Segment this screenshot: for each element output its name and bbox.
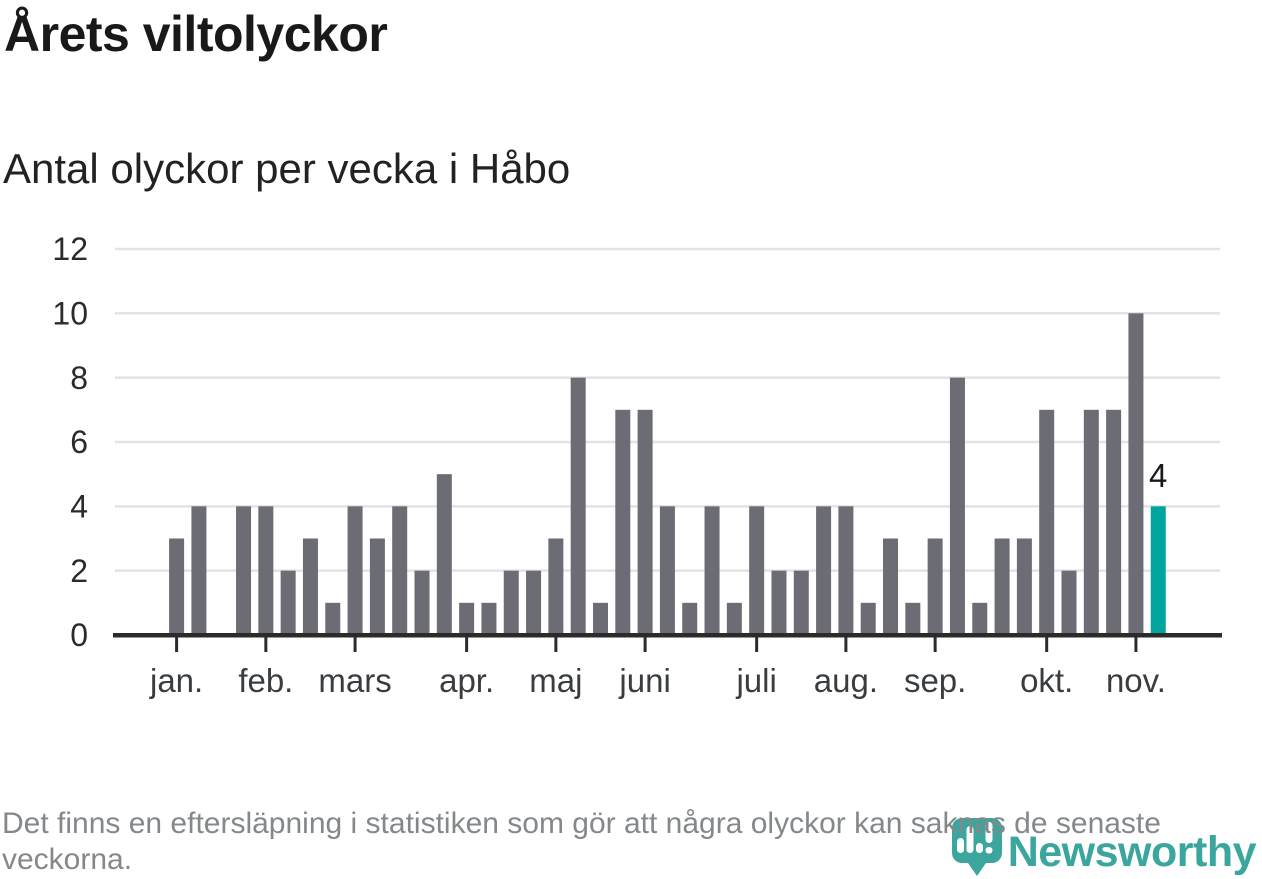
logo-exclamation-dot <box>985 847 993 854</box>
bar <box>883 538 899 635</box>
y-tick-label: 8 <box>70 360 88 396</box>
bar <box>704 506 720 635</box>
bar <box>1016 538 1032 635</box>
chart-subtitle: Antal olyckor per vecka i Håbo <box>3 145 571 192</box>
bar <box>793 570 809 635</box>
bar <box>481 602 497 635</box>
bar <box>592 602 608 635</box>
month-label: jan. <box>149 662 203 699</box>
month-label: apr. <box>439 662 494 699</box>
bar <box>570 377 586 635</box>
logo-exclamation-bar <box>985 822 993 843</box>
month-label: sep. <box>904 662 966 699</box>
bar <box>258 506 274 635</box>
bar <box>1128 313 1144 635</box>
y-tick-label: 10 <box>52 296 88 332</box>
month-label: mars <box>318 662 391 699</box>
bar <box>726 602 742 635</box>
month-label: feb. <box>238 662 293 699</box>
month-label: juli <box>735 662 776 699</box>
bar <box>637 409 653 635</box>
y-tick-label: 2 <box>70 553 88 589</box>
bar <box>1106 409 1122 635</box>
newsworthy-pin-barchart-icon <box>952 818 1002 876</box>
y-tick-label: 0 <box>70 617 88 653</box>
bar <box>860 602 876 635</box>
bar <box>503 570 519 635</box>
bar <box>548 538 564 635</box>
bar <box>994 538 1010 635</box>
bar <box>659 506 675 635</box>
bar <box>1039 409 1055 635</box>
footer-note: Det finns en eftersläpning i statistiken… <box>2 807 1161 876</box>
bar <box>302 538 318 635</box>
bar <box>682 602 698 635</box>
bar <box>392 506 408 635</box>
bar <box>414 570 430 635</box>
bar <box>927 538 943 635</box>
bar <box>816 506 832 635</box>
y-tick-label: 6 <box>70 424 88 460</box>
bar <box>369 538 385 635</box>
bar <box>615 409 631 635</box>
month-label: maj <box>529 662 582 699</box>
bar <box>169 538 185 635</box>
chart-title: Årets viltolyckor <box>4 6 388 62</box>
bar <box>972 602 988 635</box>
bar <box>347 506 363 635</box>
bar <box>1083 409 1099 635</box>
month-label: nov. <box>1106 662 1166 699</box>
logo-bar-tall <box>966 826 974 853</box>
x-axis-line <box>113 633 1222 638</box>
month-label: okt. <box>1020 662 1073 699</box>
logo-bar-short <box>976 843 983 853</box>
bar-value-label: 4 <box>1149 457 1167 494</box>
bar <box>436 474 452 635</box>
month-label: aug. <box>814 662 878 699</box>
bar <box>838 506 854 635</box>
bar <box>325 602 341 635</box>
bar <box>1061 570 1077 635</box>
bar <box>191 506 207 635</box>
bar <box>526 570 542 635</box>
logo-bar-small <box>957 838 964 853</box>
brand-wordmark: Newsworthy <box>1007 828 1257 876</box>
bar <box>905 602 921 635</box>
y-tick-label: 4 <box>70 489 88 525</box>
bar <box>459 602 475 635</box>
bar-current-week <box>1150 506 1166 635</box>
bar <box>749 506 765 635</box>
bar <box>236 506 252 635</box>
bar <box>280 570 296 635</box>
bar <box>949 377 965 635</box>
bar <box>771 570 787 635</box>
month-label: juni <box>618 662 670 699</box>
y-tick-label: 12 <box>52 231 88 267</box>
